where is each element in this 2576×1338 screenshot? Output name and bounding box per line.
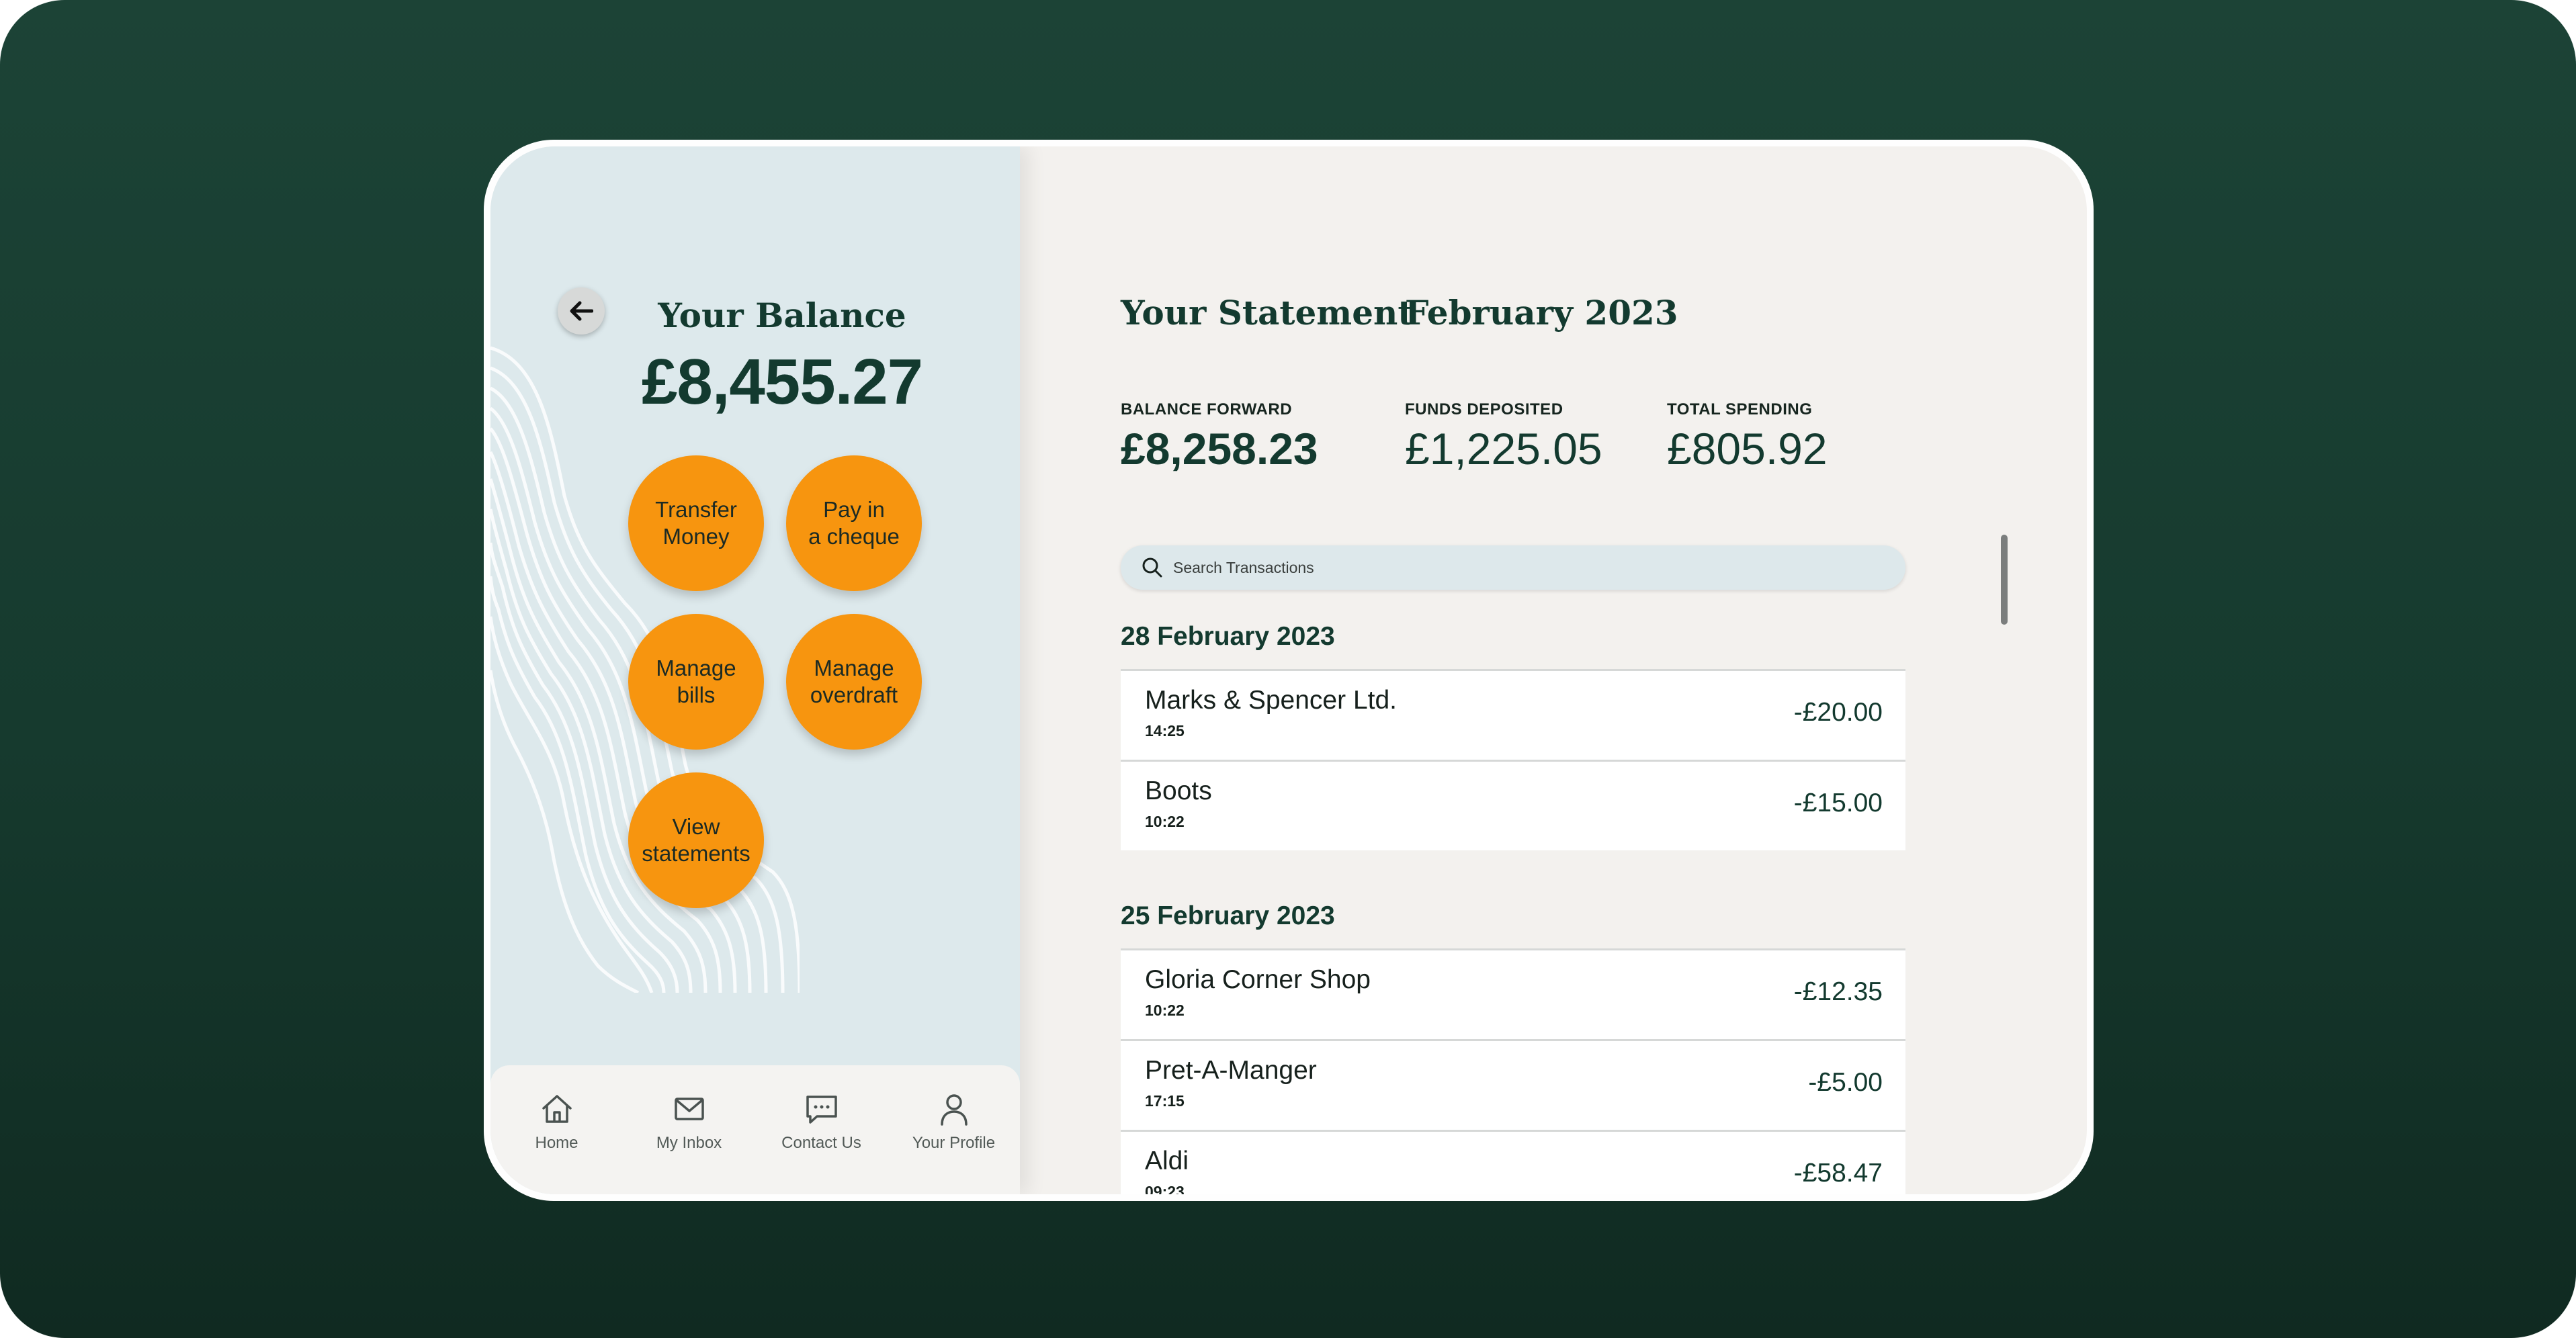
transaction-time: 09:23: [1145, 1183, 1185, 1194]
mail-icon: [674, 1098, 704, 1120]
back-button[interactable]: [558, 287, 605, 334]
transaction-name: Gloria Corner Shop: [1145, 965, 1371, 994]
bottom-navigation: Home My Inbox: [490, 1065, 1020, 1194]
transaction-time: 10:22: [1145, 813, 1185, 830]
nav-profile[interactable]: Your Profile: [888, 1065, 1020, 1194]
transaction-row[interactable]: Pret-A-Manger 17:15 -£5.00: [1121, 1039, 1905, 1130]
home-icon: [542, 1095, 572, 1123]
transaction-amount: -£20.00: [1793, 698, 1883, 727]
transaction-row[interactable]: Aldi 09:23 -£58.47: [1121, 1130, 1905, 1194]
transaction-time: 10:22: [1145, 1001, 1185, 1019]
nav-profile-label: Your Profile: [912, 1134, 996, 1152]
transaction-name: Marks & Spencer Ltd.: [1145, 686, 1397, 715]
nav-contact-label: Contact Us: [781, 1134, 861, 1152]
transaction-row[interactable]: Gloria Corner Shop 10:22 -£12.35: [1121, 948, 1905, 1039]
transaction-amount: -£5.00: [1808, 1068, 1883, 1097]
transfer-money-button[interactable]: Transfer Money: [628, 455, 764, 591]
date-heading: 28 February 2023: [1121, 622, 1335, 651]
funds-deposited-label: FUNDS DEPOSITED: [1405, 400, 1563, 418]
total-spending-label: TOTAL SPENDING: [1667, 400, 1813, 418]
transaction-amount: -£15.00: [1793, 789, 1883, 817]
transaction-row[interactable]: Boots 10:22 -£15.00: [1121, 760, 1905, 850]
decorative-waves: [490, 346, 800, 993]
statement-month: February 2023: [1405, 293, 1678, 332]
transaction-time: 14:25: [1145, 722, 1185, 740]
app-screen: Your Balance £8,455.27 Transfer Money Pa…: [490, 146, 2087, 1194]
nav-inbox-label: My Inbox: [656, 1134, 722, 1152]
nav-home-label: Home: [535, 1134, 578, 1152]
transaction-time: 17:15: [1145, 1092, 1185, 1110]
transaction-amount: -£58.47: [1793, 1159, 1883, 1188]
view-statements-button[interactable]: View statements: [628, 772, 764, 908]
scrollbar[interactable]: [2001, 535, 2008, 625]
transaction-list: Marks & Spencer Ltd. 14:25 -£20.00 Boots…: [1121, 669, 1905, 850]
balance-forward-label: BALANCE FORWARD: [1121, 400, 1293, 418]
user-icon: [940, 1094, 968, 1126]
date-heading: 25 February 2023: [1121, 901, 1335, 930]
manage-overdraft-button[interactable]: Manage overdraft: [786, 614, 922, 750]
arrow-left-icon: [570, 301, 593, 321]
balance-panel: Your Balance £8,455.27 Transfer Money Pa…: [490, 146, 1020, 1194]
nav-inbox[interactable]: My Inbox: [623, 1065, 755, 1194]
chat-icon: [806, 1096, 837, 1124]
search-input[interactable]: Search Transactions: [1121, 545, 1905, 590]
total-spending-value: £805.92: [1667, 424, 1828, 474]
transaction-row[interactable]: Marks & Spencer Ltd. 14:25 -£20.00: [1121, 669, 1905, 760]
pay-in-cheque-button[interactable]: Pay in a cheque: [786, 455, 922, 591]
nav-home[interactable]: Home: [490, 1065, 623, 1194]
transaction-name: Aldi: [1145, 1147, 1189, 1175]
manage-bills-button[interactable]: Manage bills: [628, 614, 764, 750]
tablet-frame: Your Balance £8,455.27 Transfer Money Pa…: [484, 140, 2094, 1201]
transaction-amount: -£12.35: [1793, 977, 1883, 1006]
statement-title: Your Statement: [1121, 293, 1414, 332]
transaction-name: Pret-A-Manger: [1145, 1056, 1317, 1085]
funds-deposited-value: £1,225.05: [1405, 424, 1602, 474]
search-icon: [1142, 558, 1162, 578]
nav-contact[interactable]: Contact Us: [755, 1065, 888, 1194]
search-placeholder: Search Transactions: [1173, 558, 1314, 576]
balance-title: Your Balance: [658, 296, 906, 335]
balance-amount: £8,455.27: [641, 346, 923, 418]
transaction-name: Boots: [1145, 776, 1212, 805]
statement-panel: Your Statement February 2023 BALANCE FOR…: [1020, 146, 2087, 1194]
balance-forward-value: £8,258.23: [1121, 424, 1318, 474]
transaction-list: Gloria Corner Shop 10:22 -£12.35 Pret-A-…: [1121, 948, 1905, 1194]
